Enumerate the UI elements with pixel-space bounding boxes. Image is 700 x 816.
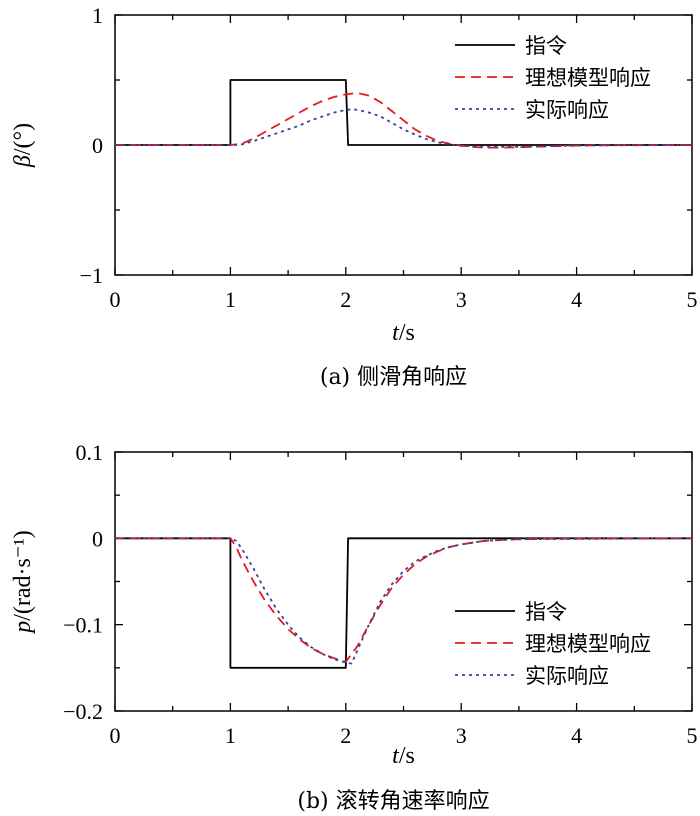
legend-entry: 指令 bbox=[525, 600, 567, 624]
y-axis-label-var: β bbox=[10, 155, 36, 168]
chart-caption: (a) 侧滑角响应 bbox=[320, 365, 467, 390]
series-line-2 bbox=[115, 537, 693, 665]
x-tick-label: 3 bbox=[456, 723, 467, 748]
x-tick-label: 5 bbox=[687, 287, 698, 312]
x-tick-label: 2 bbox=[340, 287, 351, 312]
y-tick-label: −0.1 bbox=[63, 613, 103, 638]
y-tick-label: −0.2 bbox=[63, 699, 103, 724]
y-axis-label: β/(°) bbox=[10, 123, 36, 168]
x-tick-label: 0 bbox=[110, 723, 121, 748]
x-tick-label: 2 bbox=[340, 723, 351, 748]
chart-caption: (b) 滚转角速率响应 bbox=[297, 789, 489, 814]
legend-entry: 实际响应 bbox=[525, 664, 609, 688]
x-tick-label: 1 bbox=[225, 287, 236, 312]
x-tick-label: 3 bbox=[456, 287, 467, 312]
y-axis-label: p/(rad·s⁻¹) bbox=[10, 530, 36, 635]
x-axis-label: t/s bbox=[392, 320, 415, 346]
x-axis-label-unit: /s bbox=[399, 320, 415, 346]
y-axis-label-var: p bbox=[10, 621, 36, 635]
legend-entry: 指令 bbox=[525, 34, 567, 58]
series-line-1 bbox=[115, 92, 693, 149]
y-axis-label-unit: /(°) bbox=[10, 123, 36, 155]
legend-entry: 理想模型响应 bbox=[525, 632, 651, 656]
x-axis-label-var: t bbox=[392, 743, 400, 769]
legend-entry: 实际响应 bbox=[525, 98, 609, 122]
y-tick-label: 0.1 bbox=[76, 440, 104, 465]
x-axis-label-var: t bbox=[392, 320, 400, 346]
x-tick-label: 4 bbox=[571, 287, 582, 312]
y-tick-label: −1 bbox=[80, 263, 103, 288]
x-axis-label-unit: /s bbox=[399, 743, 415, 769]
x-axis-label: t/s bbox=[392, 743, 415, 769]
y-tick-label: 1 bbox=[92, 3, 103, 28]
legend-entry: 理想模型响应 bbox=[525, 66, 651, 90]
y-tick-label: 0 bbox=[92, 526, 103, 551]
x-tick-label: 1 bbox=[225, 723, 236, 748]
x-tick-label: 4 bbox=[571, 723, 582, 748]
chart-b: 0 1 2 3 4 5 −0.2 −0.1 0 0.1 t/s p/(rad·s⁻¹) 指令理想模型响应… bbox=[10, 440, 698, 814]
y-axis-label-unit: /(rad·s⁻¹) bbox=[10, 530, 36, 621]
series-line-2 bbox=[115, 108, 693, 148]
y-tick-label: 0 bbox=[92, 133, 103, 158]
x-tick-label: 5 bbox=[687, 723, 698, 748]
x-tick-label: 0 bbox=[110, 287, 121, 312]
